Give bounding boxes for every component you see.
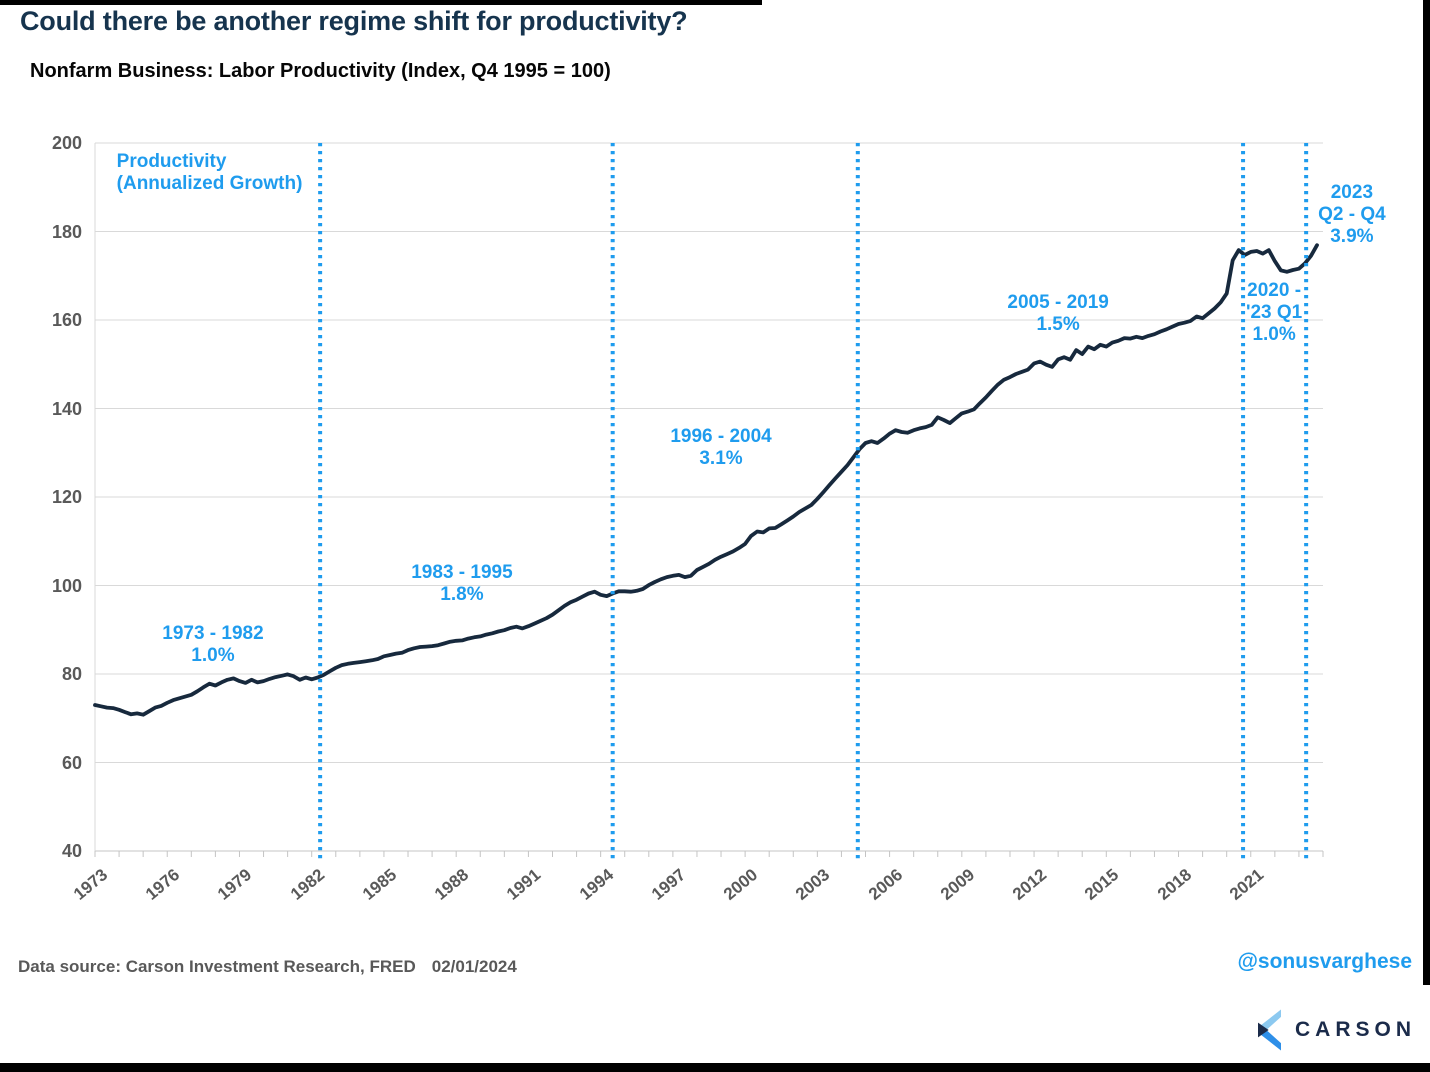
y-tick-label: 160 [51,310,82,330]
chart-subtitle: Nonfarm Business: Labor Productivity (In… [30,60,611,82]
carson-logo: CARSON [1258,1004,1416,1056]
regime-2023-q2q4-annotation: 2023 Q2 - Q4 3.9% [1318,182,1386,248]
annotation-line: 2023 [1330,182,1374,204]
annotation-line: 1983 - 1995 [411,562,513,584]
screen-edge-top [0,0,762,5]
annotation-line: 3.1% [699,447,743,469]
data-source-date: 02/01/2024 [431,957,517,976]
y-tick-label: 60 [61,752,82,773]
series-label-annotation: Productivity (Annualized Growth) [117,151,303,195]
regime-1983-1995-annotation: 1983 - 1995 1.8% [411,562,512,606]
data-source-note: Data source: Carson Investment Research,… [18,957,517,977]
y-tick-label: 120 [51,487,82,507]
productivity-series-line [93,243,1319,717]
regime-1973-1982-annotation: 1973 - 1982 1.0% [162,623,263,667]
regime-2005-2019-annotation: 2005 - 2019 1.5% [1007,292,1108,336]
y-tick-label: 140 [51,398,82,419]
regime-2020-23q1-annotation: 2020 - '23 Q1 1.0% [1246,280,1302,346]
y-tick-label: 180 [51,221,82,242]
screen-edge-right [1423,0,1430,985]
annotation-line: Q2 - Q4 [1318,204,1386,226]
annotation-line: (Annualized Growth) [116,172,303,194]
y-tick-label: 40 [61,841,82,861]
annotation-line: 1973 - 1982 [162,622,264,644]
regime-1996-2004-annotation: 1996 - 2004 3.1% [670,426,771,470]
annotation-line: 3.9% [1330,226,1374,248]
annotation-line: 1.0% [1252,323,1296,345]
annotation-line: 1.0% [191,644,235,666]
carson-logo-mark-icon [1258,1009,1281,1051]
annotation-line: 1.5% [1036,313,1080,335]
annotation-line: Productivity [116,150,227,172]
annotation-line: 2020 - [1247,279,1302,301]
annotation-line: '23 Q1 [1245,301,1303,323]
y-tick-label: 80 [61,664,82,684]
screen-edge-bottom [0,1063,1430,1072]
carson-logo-text: CARSON [1294,1018,1416,1041]
annotation-line: 1996 - 2004 [670,425,772,447]
page-title: Could there be another regime shift for … [20,6,688,36]
twitter-handle[interactable]: @sonusvarghese [1237,950,1412,973]
data-source-label: Data source: Carson Investment Research,… [18,957,416,976]
annotation-line: 2005 - 2019 [1007,291,1109,313]
y-tick-label: 200 [51,133,82,153]
y-tick-label: 100 [51,575,82,596]
annotation-line: 1.8% [440,584,484,606]
